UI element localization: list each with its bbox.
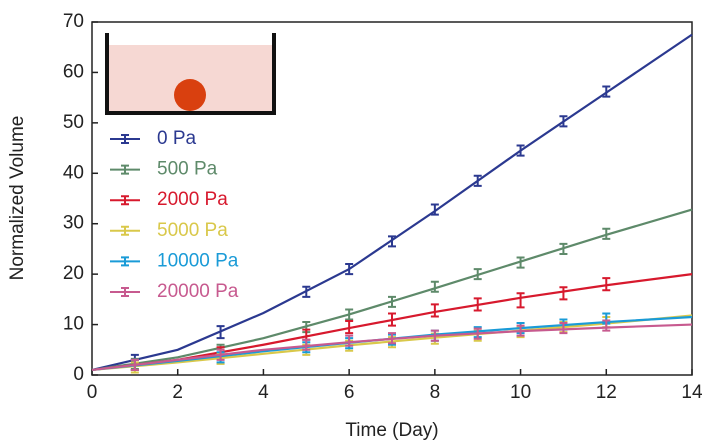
error-bar: [388, 235, 396, 248]
x-tick-label: 14: [681, 382, 703, 403]
error-bar: [516, 256, 525, 269]
y-tick-label: 20: [63, 263, 84, 284]
error-bar: [216, 348, 225, 361]
error-bar: [559, 115, 568, 128]
error-bar: [559, 322, 568, 335]
inset: [105, 33, 276, 115]
legend-label: 0 Pa: [157, 128, 197, 149]
legend-label: 500 Pa: [157, 159, 218, 180]
x-axis-label: Time (Day): [345, 420, 438, 441]
legend-label: 2000 Pa: [157, 189, 228, 210]
x-tick-label: 10: [510, 382, 531, 403]
error-bar: [302, 338, 311, 351]
legend-label: 5000 Pa: [157, 220, 228, 241]
error-bar: [559, 242, 568, 255]
y-tick-label: 70: [63, 11, 84, 32]
x-tick-label: 12: [596, 382, 617, 403]
error-bar: [302, 285, 311, 298]
legend-swatch: [110, 287, 140, 297]
y-tick-label: 50: [63, 112, 84, 133]
x-tick-label: 6: [344, 382, 355, 403]
error-bar: [559, 286, 568, 301]
error-bar: [302, 328, 311, 341]
error-bar: [388, 312, 396, 327]
legend-label: 10000 Pa: [157, 250, 239, 271]
error-bar: [430, 329, 439, 342]
x-tick-label: 2: [172, 382, 183, 403]
error-bar: [345, 334, 354, 347]
error-bar: [516, 292, 525, 309]
error-bar: [388, 295, 396, 308]
error-bar: [345, 308, 354, 321]
legend-swatch: [110, 195, 140, 206]
y-axis-label: Normalized Volume: [7, 116, 28, 281]
error-bar: [473, 268, 482, 281]
legend-swatch: [110, 225, 140, 236]
x-tick-label: 4: [258, 382, 269, 403]
y-tick-label: 30: [63, 213, 84, 234]
error-bar: [473, 297, 482, 312]
y-tick-label: 40: [63, 162, 84, 183]
legend-swatch: [110, 134, 140, 144]
error-bar: [216, 325, 225, 340]
error-bar: [388, 332, 396, 345]
error-bar: [602, 227, 611, 240]
legend-swatch: [110, 164, 140, 175]
error-bar: [516, 144, 525, 157]
legend-swatch: [110, 256, 140, 267]
error-bar: [602, 85, 611, 98]
x-tick-label: 0: [87, 382, 98, 403]
error-bar: [430, 203, 439, 216]
error-bar: [602, 277, 611, 292]
error-bar: [430, 303, 439, 318]
y-tick-label: 60: [63, 61, 84, 82]
error-bar: [516, 324, 525, 337]
y-tick-label: 0: [73, 364, 84, 385]
error-bar: [430, 280, 439, 293]
error-bar: [602, 319, 611, 332]
legend-label: 20000 Pa: [157, 281, 239, 302]
error-bar: [473, 174, 482, 187]
y-tick-label: 10: [63, 314, 84, 335]
plot-frame: [91, 21, 693, 376]
x-tick-label: 8: [430, 382, 441, 403]
error-bar: [345, 263, 354, 276]
error-bar: [345, 320, 354, 335]
inset-sphere: [174, 79, 206, 111]
error-bar: [473, 327, 482, 340]
inset-container: [105, 33, 276, 115]
error-bar: [130, 358, 139, 371]
